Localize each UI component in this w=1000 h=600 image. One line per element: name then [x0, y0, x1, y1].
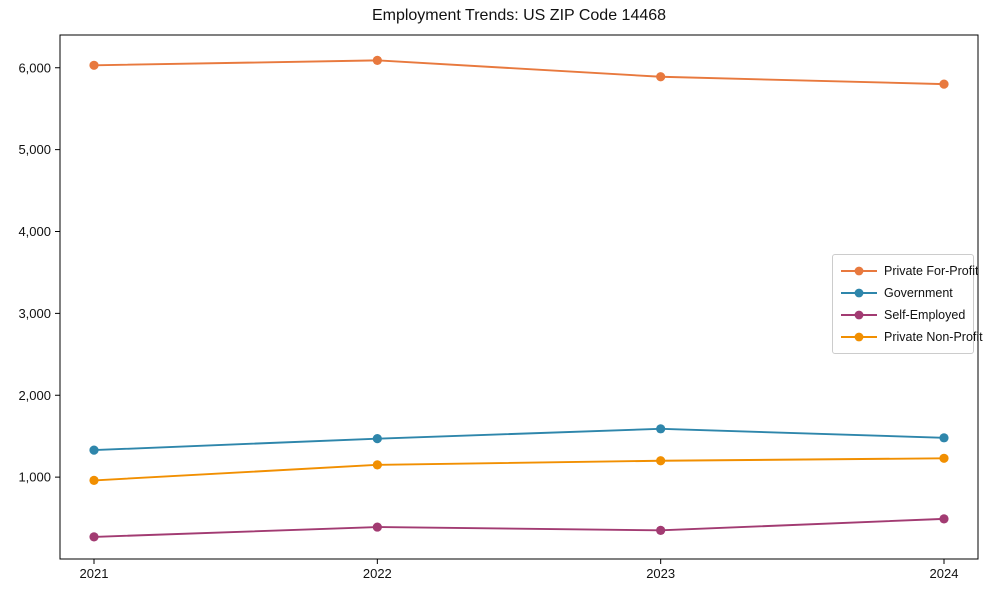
- x-tick-label: 2021: [80, 566, 109, 581]
- data-point-marker: [89, 60, 99, 70]
- x-tick-label: 2023: [646, 566, 675, 581]
- series-line-1: [93, 427, 945, 452]
- y-tick-label: 4,000: [18, 224, 51, 239]
- data-point-marker: [939, 433, 949, 443]
- data-point-marker: [89, 532, 99, 542]
- legend-label: Government: [884, 286, 953, 300]
- data-point-marker: [656, 456, 666, 466]
- series-line-3: [93, 457, 945, 482]
- plot-border: [59, 34, 979, 560]
- legend-sample-dot: [854, 288, 864, 298]
- legend: Private For-Profit Government Self-Employe…: [832, 254, 983, 354]
- data-point-marker: [656, 525, 666, 535]
- y-tick-label: 6,000: [18, 60, 51, 75]
- y-tick-label: 3,000: [18, 306, 51, 321]
- data-point-marker: [939, 514, 949, 524]
- legend-label: Self-Employed: [884, 308, 966, 322]
- legend-sample-dot: [854, 332, 864, 342]
- data-point-marker: [372, 55, 382, 65]
- chart-title: Employment Trends: US ZIP Code 14468: [371, 7, 667, 24]
- legend-item: Government: [841, 282, 967, 304]
- legend-line-marker-icon: [841, 332, 877, 342]
- data-point-marker: [89, 475, 99, 485]
- legend-line-marker-icon: [841, 288, 877, 298]
- legend-line-marker-icon: [841, 266, 877, 276]
- data-point-marker: [656, 72, 666, 82]
- data-point-marker: [939, 79, 949, 89]
- data-point-marker: [89, 445, 99, 455]
- legend-label: Private For-Profit: [884, 264, 979, 278]
- y-tick-label: 1,000: [18, 470, 51, 485]
- x-tick-label: 2022: [363, 566, 392, 581]
- x-tick-label: 2024: [930, 566, 959, 581]
- legend-item: Private Non-Profit: [841, 326, 983, 348]
- legend-label: Private Non-Profit: [884, 330, 983, 344]
- y-tick-label: 5,000: [18, 142, 51, 157]
- data-point-marker: [656, 424, 666, 434]
- legend-line-marker-icon: [841, 310, 877, 320]
- legend-item: Self-Employed: [841, 304, 967, 326]
- series-line-0: [93, 59, 945, 86]
- data-point-marker: [372, 460, 382, 470]
- legend-sample-dot: [854, 310, 864, 320]
- data-point-marker: [372, 522, 382, 532]
- legend-sample-dot: [854, 266, 864, 276]
- legend-item: Private For-Profit: [841, 260, 978, 282]
- series-line-2: [93, 517, 945, 538]
- data-point-marker: [372, 434, 382, 444]
- data-point-marker: [939, 453, 949, 463]
- y-tick-label: 2,000: [18, 388, 51, 403]
